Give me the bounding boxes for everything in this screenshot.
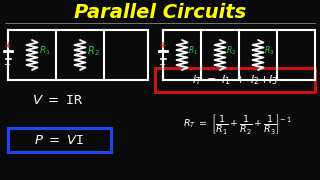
Text: −: − xyxy=(158,60,165,69)
Text: $P\ =\ V\mathtt{I}$: $P\ =\ V\mathtt{I}$ xyxy=(34,134,84,147)
Text: $R_T\ =\ \left[\dfrac{1}{R_1}+\dfrac{1}{R_2}+\dfrac{1}{R_3}\right]^{\!-1}$: $R_T\ =\ \left[\dfrac{1}{R_1}+\dfrac{1}{… xyxy=(183,112,293,136)
Text: $R_3$: $R_3$ xyxy=(264,45,274,57)
Text: $R_2$: $R_2$ xyxy=(226,45,236,57)
Text: +: + xyxy=(4,40,10,50)
Text: $I_T\ =\ I_1\ +\ I_2{+}I_3$: $I_T\ =\ I_1\ +\ I_2{+}I_3$ xyxy=(192,73,278,87)
Text: +: + xyxy=(159,40,165,50)
Text: −: − xyxy=(4,60,11,69)
Text: $R_{\,2}$: $R_{\,2}$ xyxy=(87,44,100,58)
Text: $R_1$: $R_1$ xyxy=(39,45,51,57)
Text: Parallel Circuits: Parallel Circuits xyxy=(74,3,246,21)
Text: $V\ =\ \mathtt{IR}$: $V\ =\ \mathtt{IR}$ xyxy=(32,93,84,107)
Text: $R_1$: $R_1$ xyxy=(188,45,198,57)
